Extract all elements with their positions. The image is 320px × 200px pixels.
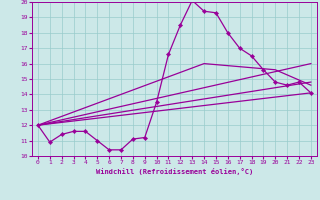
X-axis label: Windchill (Refroidissement éolien,°C): Windchill (Refroidissement éolien,°C) [96,168,253,175]
